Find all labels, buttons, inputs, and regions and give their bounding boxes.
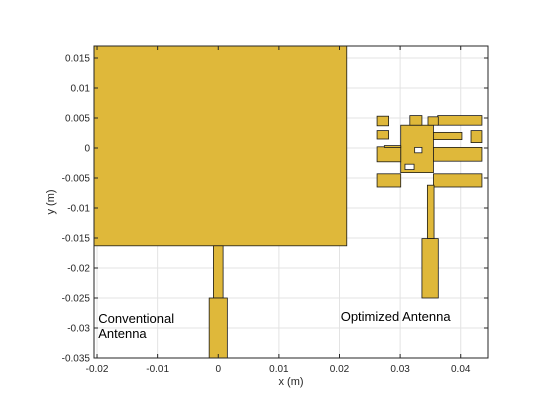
y-tick-label: 0.005 bbox=[65, 114, 90, 125]
y-tick-label: -0.035 bbox=[62, 354, 91, 365]
axes-box bbox=[93, 45, 489, 359]
y-tick-label: 0.015 bbox=[65, 54, 90, 65]
optimized-square-ml bbox=[376, 130, 389, 140]
x-tick-label: 0.01 bbox=[269, 364, 289, 375]
annotation-conventional: Conventional Antenna bbox=[98, 311, 178, 341]
optimized-feed-wide bbox=[421, 238, 439, 299]
ticks-layer: -0.02 -0.01 0 0.01 0.02 0.03 0.04 0.015 0.01 0.00… bbox=[62, 46, 488, 375]
conventional-patch bbox=[93, 45, 348, 247]
optimized-hole-a bbox=[414, 146, 423, 154]
optimized-block-right-d bbox=[437, 115, 483, 126]
annotation-conventional-line-2: Antenna bbox=[98, 326, 147, 341]
shapes-layer bbox=[93, 45, 483, 359]
annotation-optimized: Optimized Antenna bbox=[341, 309, 452, 324]
y-tick-label: -0.005 bbox=[62, 174, 91, 185]
optimized-block-top-b bbox=[427, 116, 439, 126]
optimized-block-right-c bbox=[433, 131, 463, 140]
optimized-block-right-a bbox=[433, 173, 483, 188]
optimized-hole-b bbox=[404, 163, 415, 170]
y-tick-label: -0.025 bbox=[62, 294, 91, 305]
y-axis-label: y (m) bbox=[45, 189, 57, 214]
y-tick-label: -0.02 bbox=[67, 264, 90, 275]
x-tick-label: 0.02 bbox=[330, 364, 350, 375]
optimized-block-left-b bbox=[376, 146, 402, 163]
x-tick-label: -0.01 bbox=[146, 364, 169, 375]
y-tick-label: -0.015 bbox=[62, 234, 91, 245]
annotation-optimized-line-1: Optimized Antenna bbox=[341, 309, 452, 324]
x-tick-label: 0 bbox=[215, 364, 221, 375]
optimized-square-r bbox=[470, 130, 483, 144]
x-axis-label: x (m) bbox=[278, 376, 303, 388]
x-tick-label: 0.04 bbox=[451, 364, 471, 375]
annotation-conventional-line-1: Conventional bbox=[98, 311, 174, 326]
optimized-block-top-a bbox=[409, 115, 423, 126]
optimized-square-tl bbox=[376, 115, 389, 127]
y-tick-label: 0 bbox=[84, 144, 90, 155]
y-tick-label: 0.01 bbox=[71, 84, 91, 95]
optimized-block-left-a bbox=[376, 173, 402, 188]
y-tick-label: -0.01 bbox=[67, 204, 90, 215]
conventional-feed-narrow bbox=[213, 245, 224, 299]
optimized-block-right-b bbox=[433, 146, 483, 162]
x-tick-label: 0.03 bbox=[390, 364, 410, 375]
optimized-feed-narrow bbox=[426, 184, 435, 239]
optimized-block-left-c bbox=[383, 145, 402, 148]
conventional-feed-wide bbox=[208, 297, 228, 359]
x-tick-label: -0.02 bbox=[86, 364, 109, 375]
y-tick-label: -0.03 bbox=[67, 324, 90, 335]
